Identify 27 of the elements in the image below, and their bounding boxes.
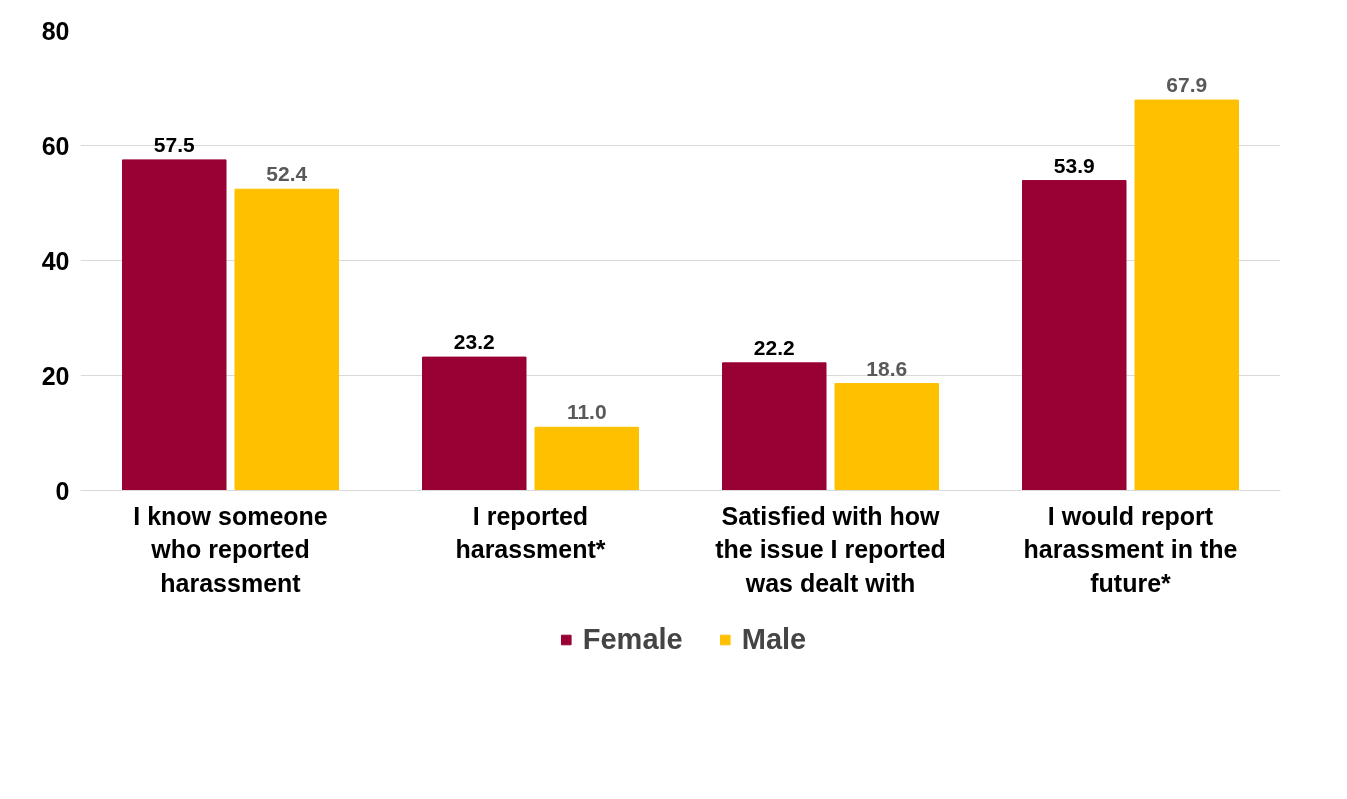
x-tick-label: I know someone who reported harassment: [133, 501, 328, 597]
y-tick-label: 80: [41, 16, 70, 45]
y-tick-label: 0: [55, 476, 70, 505]
bar: [722, 362, 827, 491]
data-label: 18.6: [866, 356, 908, 380]
x-tick-label: I would report harassment in the future*: [1023, 501, 1238, 597]
data-label: 52.4: [266, 162, 308, 186]
data-label: 67.9: [1166, 73, 1208, 97]
bar: [834, 383, 939, 491]
y-tick-label: 20: [41, 361, 70, 390]
bar: [422, 356, 527, 491]
bar: [534, 426, 639, 491]
y-tick-label: 60: [41, 131, 70, 160]
data-label: 23.2: [453, 330, 495, 354]
y-tick-label: 40: [41, 246, 70, 275]
data-label: 53.9: [1053, 153, 1095, 177]
data-label: 57.5: [153, 132, 196, 156]
bar: [234, 188, 339, 491]
bar: [1022, 180, 1127, 491]
data-label: 11.0: [566, 400, 607, 424]
data-label: 22.2: [753, 335, 795, 359]
x-tick-label: Satisfied with how the issue I reported was dealt with: [715, 501, 946, 597]
legend-label: Male: [741, 622, 807, 656]
bar: [1134, 99, 1239, 491]
bar: [122, 159, 227, 491]
x-tick-label: I reported harassment*: [455, 501, 606, 564]
legend-label: Female: [582, 622, 683, 656]
